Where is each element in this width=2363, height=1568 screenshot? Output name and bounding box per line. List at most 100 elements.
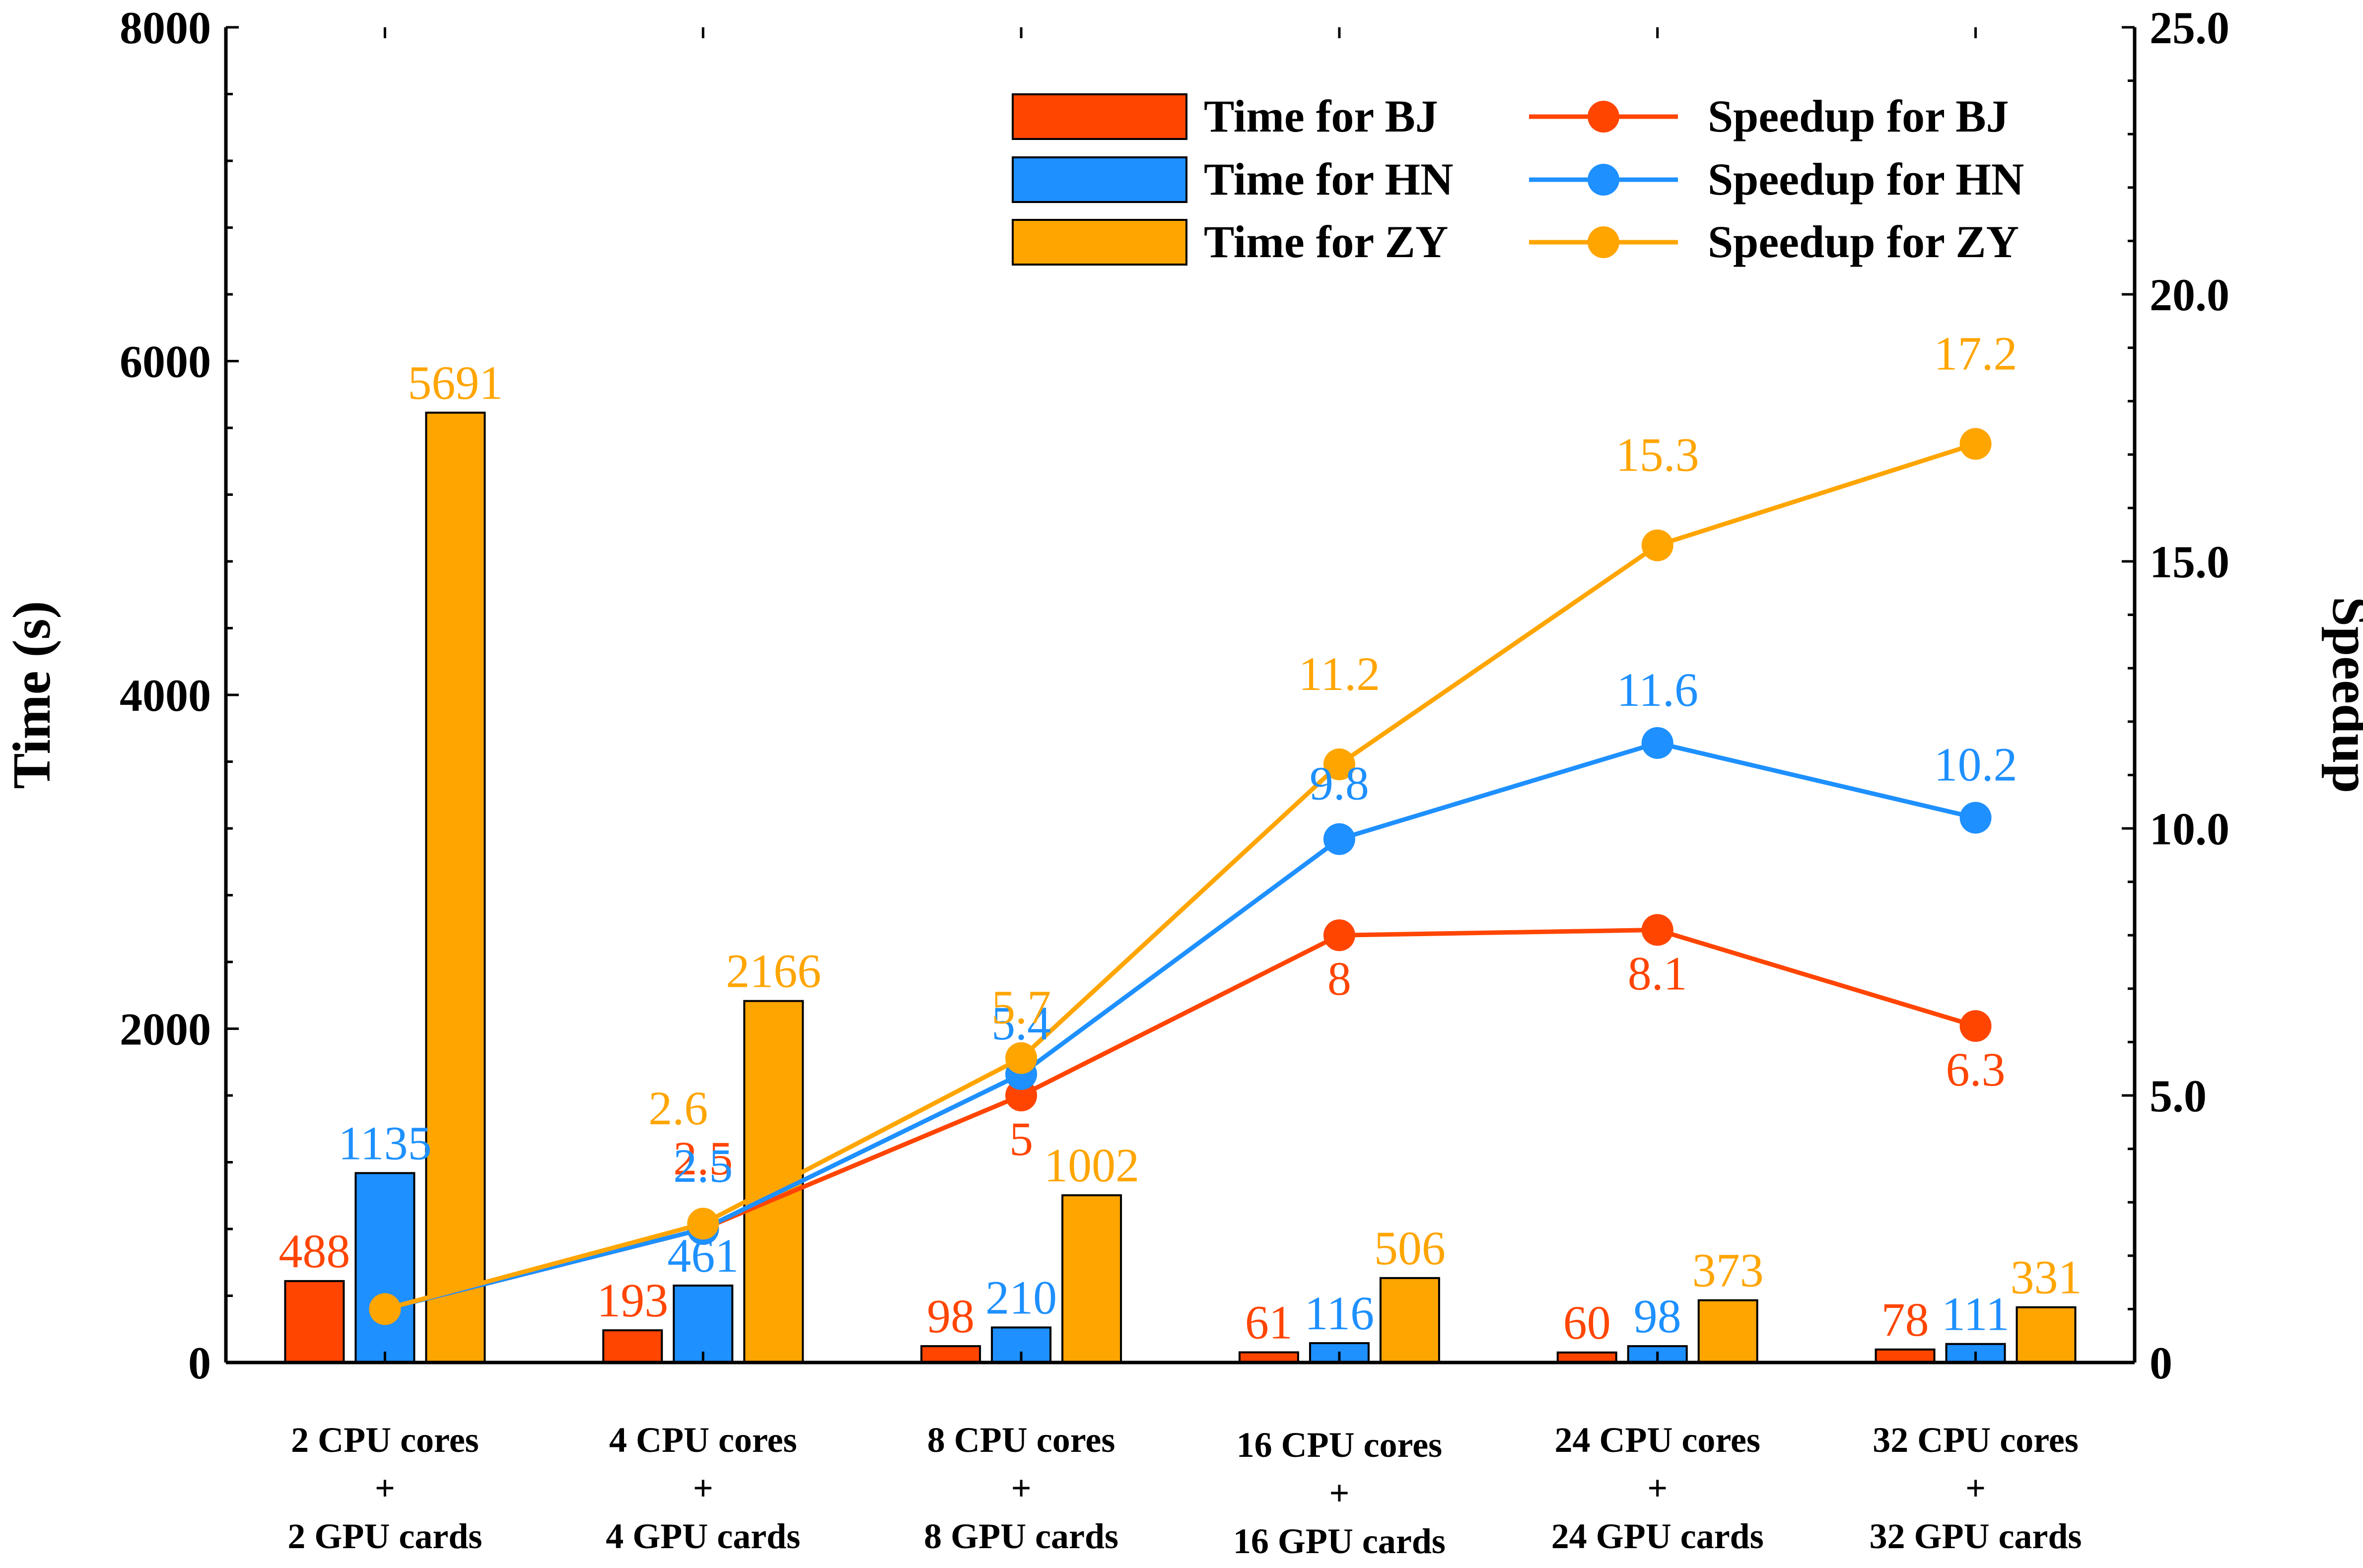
bar-data-label: 1002	[1044, 1139, 1139, 1192]
line-data-label: 11.2	[1299, 647, 1380, 700]
line-data-label: 6.3	[1946, 1043, 2006, 1096]
bar-data-label: 488	[278, 1225, 350, 1278]
bar-time-for-zy-5	[2016, 1306, 2077, 1363]
legend-swatch-time-for-hn	[1012, 156, 1187, 203]
bar-time-for-zy-3	[1379, 1277, 1440, 1363]
bar-data-label: 193	[597, 1274, 668, 1327]
y-tick-label: 8000	[120, 2, 211, 53]
bar-data-label: 210	[985, 1271, 1057, 1324]
line-data-label: 10.2	[1934, 738, 2017, 791]
line-data-label: 2.6	[648, 1082, 708, 1135]
point-speedup-for-zy-5	[1959, 428, 1992, 460]
x-tick-label: 2 GPU cards	[287, 1516, 482, 1556]
bar-data-label: 60	[1563, 1296, 1611, 1349]
legend-label: Speedup for BJ	[1708, 91, 2009, 141]
x-tick-label: +	[693, 1468, 713, 1508]
line-data-label: 5.4	[991, 997, 1051, 1050]
line-data-label: 2.5	[673, 1132, 733, 1185]
x-tick-label: 24 CPU cores	[1554, 1420, 1760, 1460]
y2-tick-label: 25.0	[2150, 2, 2229, 53]
legend-marker	[1588, 226, 1619, 258]
y2-tick-label: 20.0	[2150, 270, 2229, 320]
x-tick-label: +	[1647, 1468, 1668, 1508]
bar-data-label: 373	[1692, 1244, 1764, 1297]
x-tick-label: 4 GPU cards	[606, 1516, 800, 1556]
x-tick-label: +	[375, 1468, 395, 1508]
y2-tick-label: 15.0	[2150, 537, 2229, 587]
data-labels-layer: 488 193 98 61 60 78 1135 461 210 116 98 111 5691 2166…	[278, 327, 2082, 1349]
y2-axis-title: Speedup	[2321, 597, 2363, 793]
line-data-label: 11.6	[1617, 663, 1698, 716]
y2-tick-label: 0	[2150, 1338, 2172, 1388]
line-data-label: 5.7	[991, 981, 1051, 1034]
line-data-label: 5	[1009, 1112, 1033, 1165]
bar-data-label: 2166	[726, 945, 821, 998]
bar-time-for-zy-0	[425, 411, 486, 1363]
bar-data-label: 461	[667, 1229, 739, 1282]
point-speedup-for-zy-2	[1005, 1042, 1038, 1074]
x-tick-label: 4 CPU cores	[609, 1420, 797, 1460]
bar-data-label: 5691	[408, 356, 503, 409]
bar-data-label: 78	[1881, 1293, 1929, 1346]
legend-swatch-time-for-zy	[1012, 219, 1187, 266]
point-speedup-for-zy-1	[687, 1208, 719, 1240]
bar-data-label: 1135	[338, 1116, 431, 1169]
point-speedup-for-bj-5	[1959, 1010, 1992, 1042]
legend-swatch-time-for-bj	[1012, 93, 1187, 140]
x-tick-label: 32 GPU cards	[1870, 1516, 2082, 1556]
bar-time-for-bj-0	[284, 1280, 345, 1363]
x-tick-label: 8 CPU cores	[927, 1420, 1115, 1460]
line-data-label: 17.2	[1934, 327, 2017, 380]
line-speedup-for-zy	[384, 441, 1976, 1311]
bar-time-for-zy-4	[1697, 1299, 1758, 1364]
bar-data-label: 506	[1374, 1222, 1446, 1275]
bar-time-for-bj-1	[602, 1329, 663, 1364]
y-tick-label: 6000	[120, 337, 211, 387]
line-data-label: 2.5	[673, 1139, 733, 1192]
legend-label: Time for ZY	[1204, 216, 1448, 267]
legend-label: Speedup for ZY	[1708, 216, 2019, 267]
point-speedup-for-bj-4	[1641, 914, 1673, 946]
x-tick-label: 8 GPU cards	[924, 1516, 1118, 1556]
y-axis-title: Time (s)	[2, 601, 62, 789]
y-tick-label: 0	[188, 1338, 211, 1388]
y2-tick-label: 5.0	[2150, 1071, 2207, 1121]
bar-data-label: 61	[1245, 1295, 1293, 1349]
point-speedup-for-zy-0	[369, 1293, 401, 1325]
bar-time-for-zy-2	[1061, 1194, 1122, 1363]
y-tick-label: 2000	[120, 1004, 211, 1055]
line-speedup-for-hn	[384, 741, 1976, 1311]
bar-time-for-bj-5	[1875, 1348, 1936, 1363]
bar-data-label: 111	[1942, 1288, 2010, 1341]
point-speedup-for-bj-3	[1323, 919, 1355, 952]
legend-marker	[1588, 164, 1619, 196]
line-data-label: 8	[1327, 952, 1351, 1005]
bar-data-label: 331	[2011, 1251, 2082, 1304]
line-data-label: 15.3	[1616, 428, 1699, 481]
bars-layer	[284, 411, 2077, 1364]
point-speedup-for-hn-4	[1641, 727, 1673, 759]
legend-label: Speedup for HN	[1708, 154, 2024, 205]
bar-time-for-hn-1	[673, 1284, 734, 1364]
line-data-label: 9.8	[1310, 757, 1369, 810]
legend-marker	[1588, 101, 1619, 133]
line-data-label: 8.1	[1628, 947, 1687, 1000]
x-tick-label: +	[1965, 1468, 1986, 1508]
x-tick-label: +	[1011, 1468, 1032, 1508]
x-tick-label: 16 CPU cores	[1237, 1425, 1443, 1465]
bar-time-for-hn-0	[354, 1172, 416, 1363]
bar-data-label: 116	[1305, 1287, 1374, 1340]
x-tick-label: 32 CPU cores	[1873, 1420, 2079, 1460]
x-tick-label: +	[1329, 1473, 1349, 1513]
legend-label: Time for BJ	[1204, 91, 1438, 141]
legend-label: Time for HN	[1204, 154, 1454, 205]
y2-tick-label: 10.0	[2150, 804, 2229, 854]
x-tick-label: 2 CPU cores	[291, 1420, 479, 1460]
point-speedup-for-hn-5	[1959, 802, 1992, 834]
x-tick-label: 24 GPU cards	[1551, 1516, 1764, 1556]
legend: Time for BJ Time for HN Time for ZY Speedup…	[1012, 91, 2024, 267]
y-tick-label: 4000	[120, 670, 211, 721]
bar-data-label: 98	[927, 1290, 974, 1343]
bar-data-label: 98	[1634, 1290, 1681, 1343]
